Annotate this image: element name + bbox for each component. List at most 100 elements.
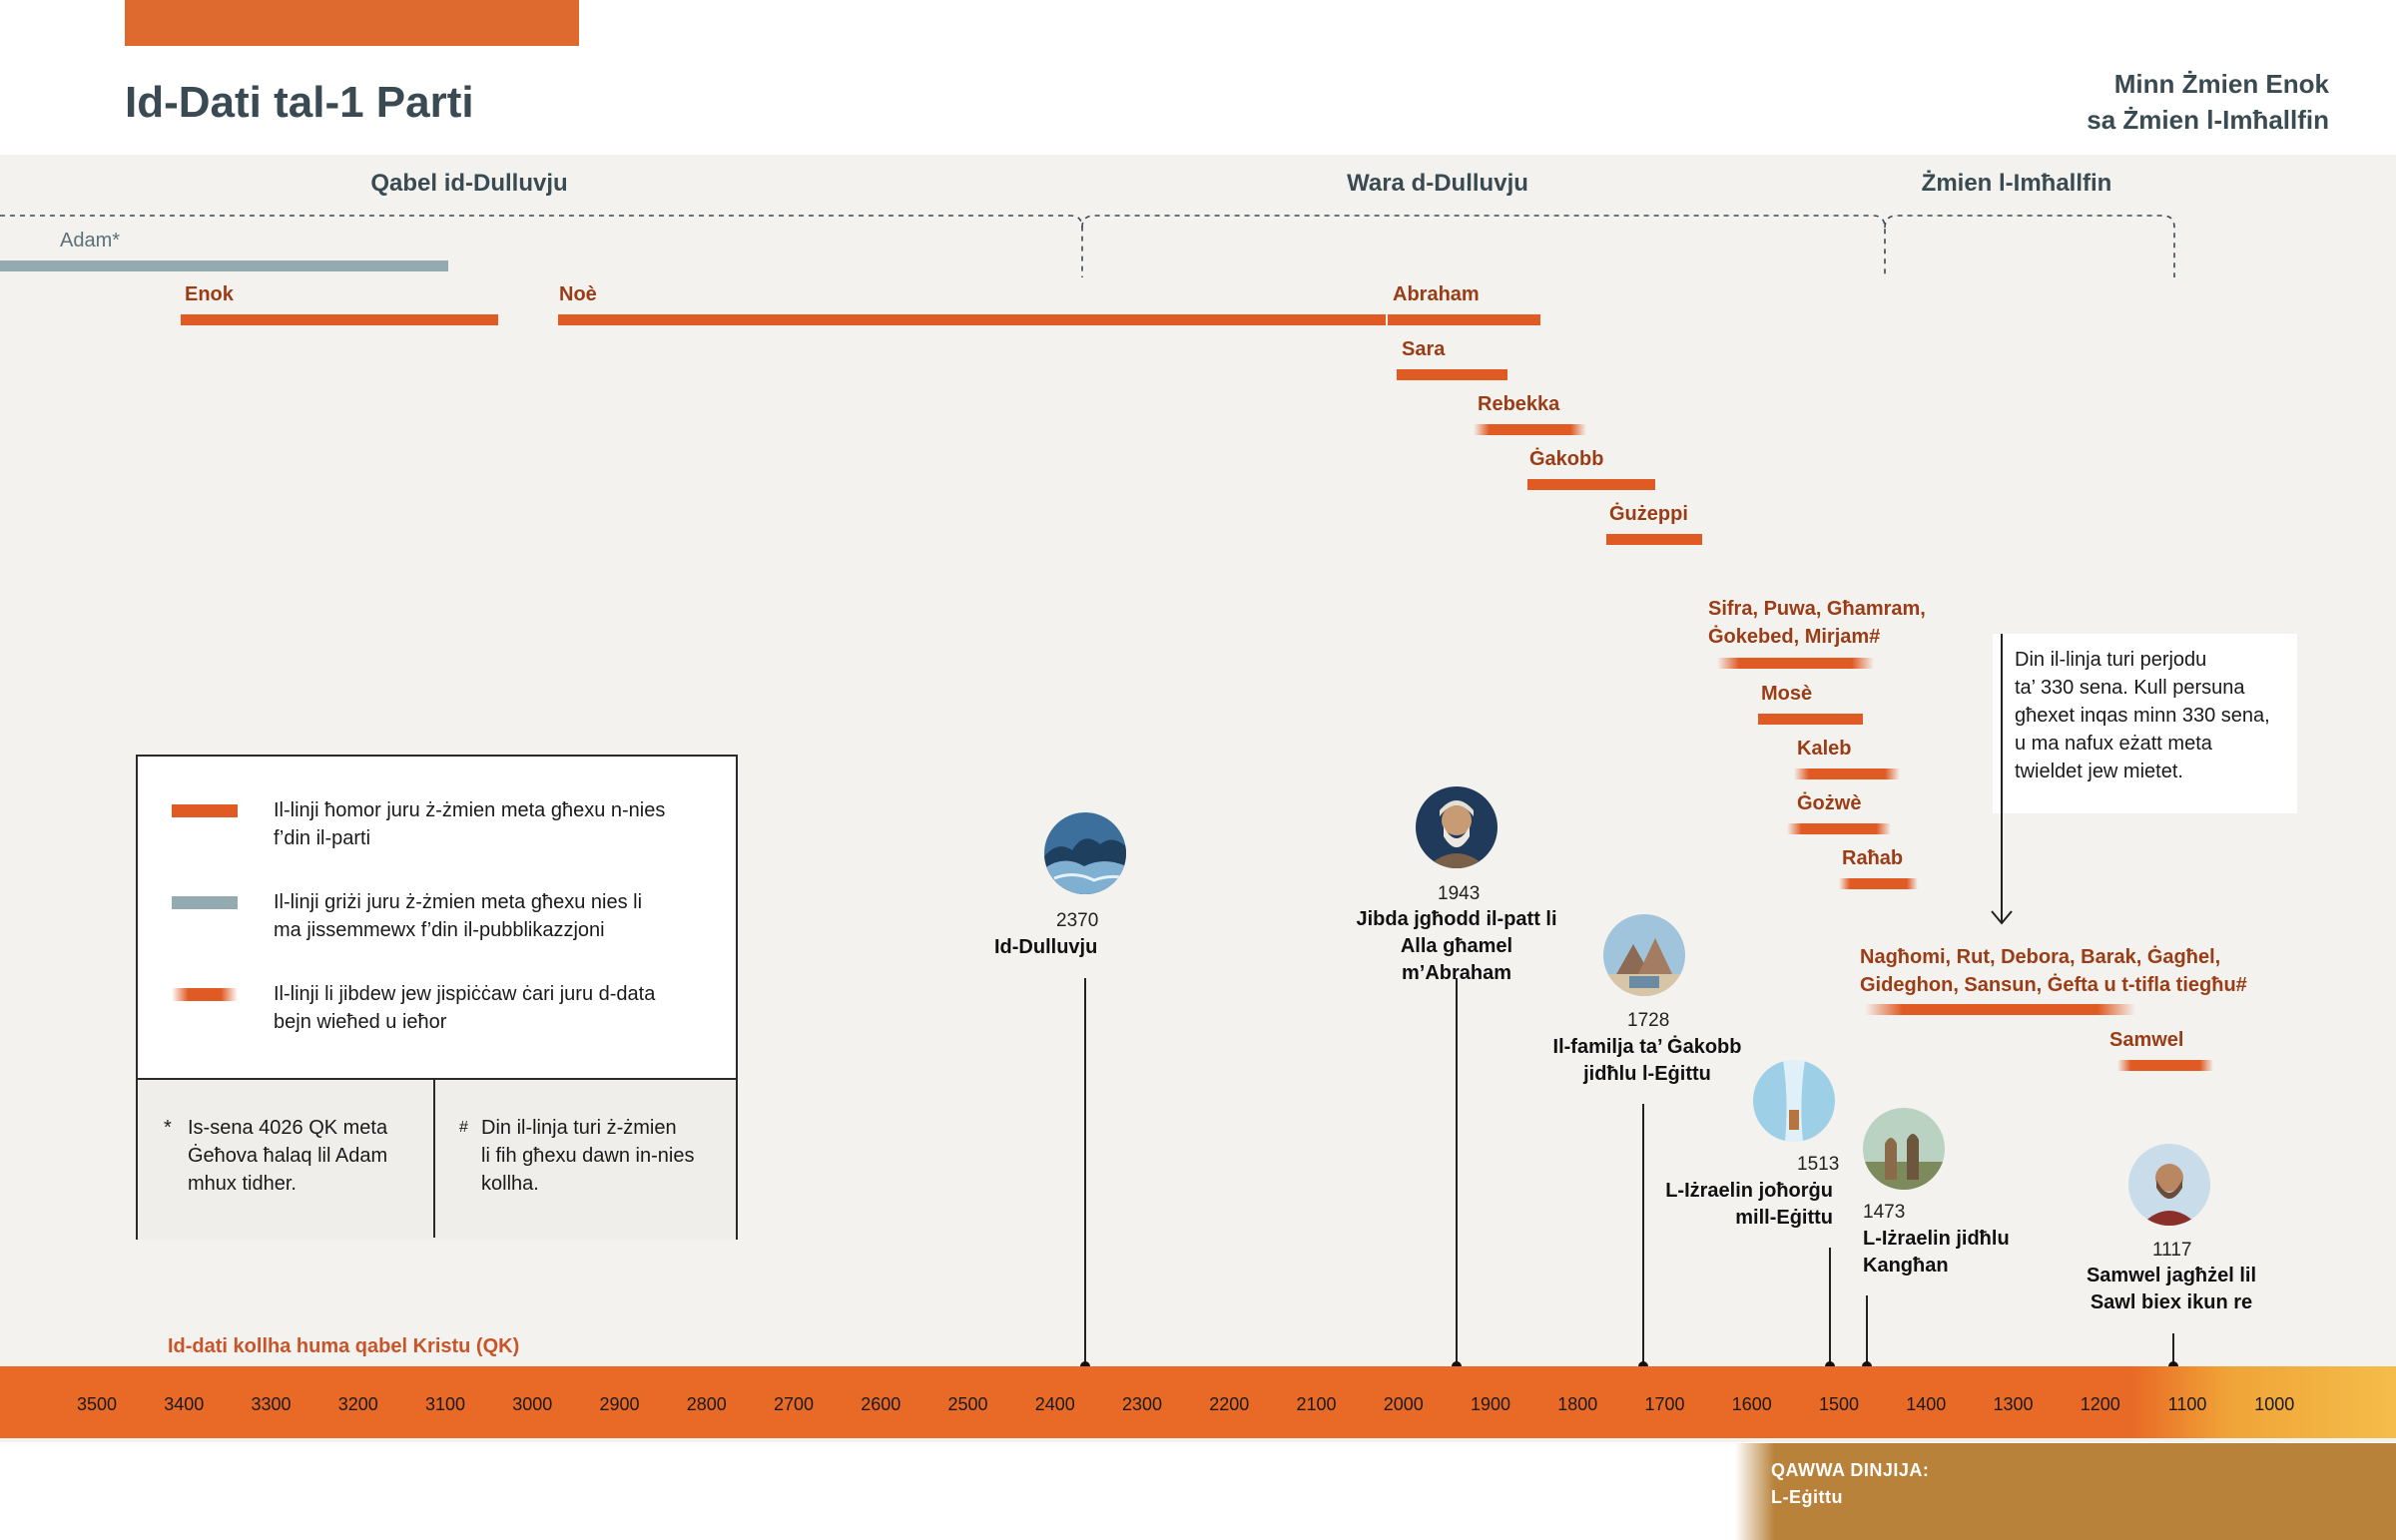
lifespan-bar-judges-group bbox=[1865, 1004, 2135, 1015]
footnote-hash-line3: kollha. bbox=[481, 1173, 539, 1195]
lifespan-bar-sara bbox=[1396, 369, 1507, 380]
person-label-abraham: Abraham bbox=[1393, 283, 1480, 305]
person-label-adam: Adam* bbox=[60, 230, 121, 252]
lifespan-bar-adam bbox=[0, 260, 449, 271]
person-label-gozwe: Ġożwè bbox=[1797, 792, 1862, 814]
axis-tick-label: 3500 bbox=[76, 1394, 118, 1414]
event-line-covenant bbox=[1456, 978, 1458, 1366]
callout-arrow bbox=[1991, 634, 2013, 925]
lifespan-bar-sifra-group bbox=[1716, 658, 1874, 669]
axis-tick-label: 2700 bbox=[773, 1394, 815, 1414]
era-label-before-flood: Qabel id-Dulluvju bbox=[370, 170, 568, 197]
event-line-exodus bbox=[1829, 1248, 1831, 1366]
axis-tick-label: 2400 bbox=[1034, 1394, 1075, 1414]
callout-line2: ta’ 330 sena. Kull persuna bbox=[2015, 677, 2245, 699]
event-text-samuel: Samwel jagħżel lil Sawl biex ikun re bbox=[2067, 1263, 2276, 1316]
timeline-axis bbox=[0, 1366, 2396, 1438]
event-text-exodus: L-Iżraelin joħorġu mill-Eġittu bbox=[1617, 1178, 1833, 1232]
lifespan-bar-samwel bbox=[2117, 1060, 2214, 1071]
flood-icon bbox=[1044, 812, 1126, 894]
person-label-enok: Enok bbox=[185, 283, 234, 305]
event-text-covenant-line1: Jibda jgħodd il-patt li bbox=[1356, 908, 1557, 930]
axis-note: Id-dati kollha huma qabel Kristu (QK) bbox=[168, 1335, 520, 1357]
legend-item-grey-line1: Il-linji griżi juru ż-żmien meta għexu n… bbox=[274, 891, 643, 913]
event-year-exodus: 1513 bbox=[1797, 1154, 1840, 1175]
legend-item-fade-line2: bejn wieħed u ieħor bbox=[274, 1011, 447, 1033]
header-texture bbox=[125, 0, 579, 46]
event-text-samuel-line2: Sawl biex ikun re bbox=[2090, 1291, 2253, 1313]
lifespan-bar-noe bbox=[558, 314, 1387, 325]
corner-title: Minn Żmien Enok sa Żmien l-Imħallfin bbox=[2087, 66, 2329, 138]
axis-tick-label: 1900 bbox=[1470, 1394, 1511, 1414]
world-power-name: L-Eġittu bbox=[1771, 1487, 1843, 1507]
lifespan-bar-gozwe bbox=[1786, 823, 1892, 834]
legend-item-red-line1: Il-linji ħomor juru ż-żmien meta għexu n… bbox=[274, 799, 666, 821]
axis-tick-label: 2500 bbox=[947, 1394, 988, 1414]
legend-swatch-red bbox=[172, 804, 238, 817]
axis-tick-label: 3400 bbox=[164, 1394, 205, 1414]
legend-divider bbox=[433, 1078, 435, 1238]
event-text-canaan: L-Iżraelin jidħlu Kangħan bbox=[1863, 1226, 2010, 1280]
axis-tick-label: 1500 bbox=[1818, 1394, 1860, 1414]
page-title: Id-Dati tal-1 Parti bbox=[125, 78, 474, 127]
axis-tick-label: 2200 bbox=[1209, 1394, 1250, 1414]
samuel-icon bbox=[2128, 1144, 2210, 1226]
lifespan-bar-rahab bbox=[1839, 878, 1918, 889]
era-bracket-after-flood bbox=[1081, 215, 1886, 277]
person-label-guzeppi: Ġużeppi bbox=[1609, 503, 1688, 525]
legend-footnotes: * Is-sena 4026 QK meta Ġeħova ħalaq lil … bbox=[138, 1078, 736, 1240]
footnote-asterisk-mark: * bbox=[164, 1117, 172, 1139]
axis-tick-label: 3100 bbox=[424, 1394, 466, 1414]
era-label-after-flood: Wara d-Dulluvju bbox=[1347, 170, 1528, 197]
footnote-hash-line1: Din il-linja turi ż-żmien bbox=[481, 1117, 677, 1139]
corner-title-line2: sa Żmien l-Imħallfin bbox=[2087, 105, 2329, 135]
event-text-samuel-line1: Samwel jagħżel lil bbox=[2086, 1265, 2257, 1286]
axis-tick-label: 3000 bbox=[512, 1394, 553, 1414]
axis-tick-label: 1400 bbox=[1906, 1394, 1947, 1414]
event-text-canaan-line2: Kangħan bbox=[1863, 1255, 1949, 1277]
callout-line5: twieldet jew mietet. bbox=[2015, 761, 2183, 782]
lifespan-bar-abraham bbox=[1388, 314, 1540, 325]
world-power-label: QAWWA DINJIJA: bbox=[1771, 1460, 1930, 1480]
corner-title-line1: Minn Żmien Enok bbox=[2113, 69, 2329, 99]
event-year-covenant: 1943 bbox=[1438, 883, 1481, 904]
lifespan-bar-mose bbox=[1757, 714, 1863, 725]
event-text-covenant: Jibda jgħodd il-patt li Alla għamel m’Ab… bbox=[1346, 906, 1567, 987]
legend-item-fade-line1: Il-linji li jibdew jew jispiċċaw ċari ju… bbox=[274, 983, 656, 1005]
axis-tick-label: 1800 bbox=[1557, 1394, 1598, 1414]
event-text-covenant-line2: Alla għamel m’Abraham bbox=[1400, 935, 1513, 984]
axis-tick-label: 1100 bbox=[2167, 1394, 2207, 1414]
axis-tick-label: 1700 bbox=[1644, 1394, 1685, 1414]
person-label-sara: Sara bbox=[1402, 338, 1446, 360]
callout-line3: għexet inqas minn 330 sena, bbox=[2015, 705, 2270, 727]
legend-item-grey: Il-linji griżi juru ż-żmien meta għexu n… bbox=[274, 888, 642, 944]
callout-line4: u ma nafux eżatt meta bbox=[2015, 733, 2212, 755]
person-label-kaleb: Kaleb bbox=[1797, 738, 1852, 760]
legend-box: Il-linji ħomor juru ż-żmien meta għexu n… bbox=[136, 755, 738, 1240]
event-year-samuel: 1117 bbox=[2152, 1240, 2192, 1261]
footnote-hash-mark: # bbox=[459, 1119, 468, 1136]
era-bracket-judges bbox=[1884, 215, 2175, 277]
legend-item-fade: Il-linji li jibdew jew jispiċċaw ċari ju… bbox=[274, 980, 655, 1036]
event-text-flood: Id-Dulluvju bbox=[994, 936, 1098, 958]
axis-tick-label: 1000 bbox=[2254, 1394, 2295, 1414]
axis-tick-label: 1300 bbox=[1993, 1394, 2034, 1414]
egypt-icon bbox=[1603, 914, 1685, 996]
person-label-rahab: Raħab bbox=[1842, 847, 1904, 869]
event-text-egypt: Il-familja ta’ Ġakobb jidħlu l-Eġittu bbox=[1527, 1034, 1767, 1088]
axis-tick-label: 2000 bbox=[1383, 1394, 1424, 1414]
person-label-rebekka: Rebekka bbox=[1478, 393, 1560, 415]
footnote-hash-line2: li fih għexu dawn in-nies bbox=[481, 1145, 695, 1167]
axis-tick-label: 3300 bbox=[251, 1394, 292, 1414]
axis-tick-label: 2300 bbox=[1121, 1394, 1163, 1414]
lifespan-bar-gakobb bbox=[1526, 479, 1655, 490]
axis-tick-label: 2100 bbox=[1296, 1394, 1337, 1414]
event-text-exodus-line1: L-Iżraelin joħorġu bbox=[1665, 1180, 1833, 1202]
event-line-samuel bbox=[2172, 1333, 2174, 1366]
world-power-text: QAWWA DINJIJA: L-Eġittu bbox=[1771, 1457, 1929, 1511]
lifespan-bar-rebekka bbox=[1473, 424, 1586, 435]
axis-tick-label: 2800 bbox=[686, 1394, 727, 1414]
lifespan-bar-kaleb bbox=[1793, 769, 1901, 779]
footnote-hash: Din il-linja turi ż-żmien li fih għexu d… bbox=[481, 1114, 694, 1198]
event-text-egypt-line1: Il-familja ta’ Ġakobb bbox=[1552, 1036, 1742, 1058]
